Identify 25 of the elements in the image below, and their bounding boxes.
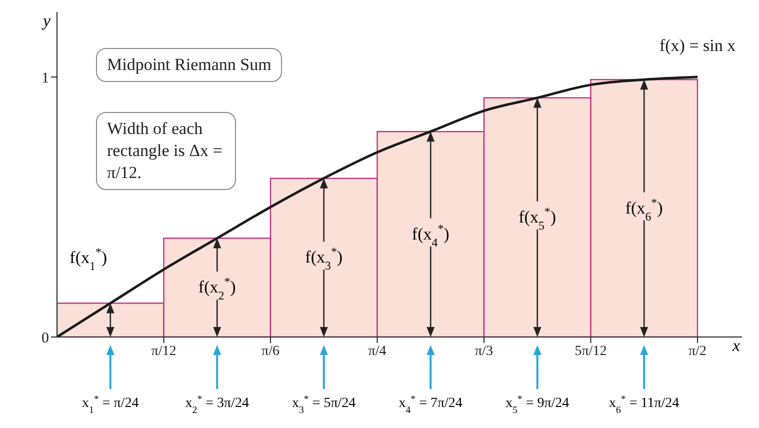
text: x$_{1}$$^{*}$ = π/24: [82, 394, 139, 416]
annotation: f(x$_{1}$$^{*}$): [70, 245, 108, 274]
x-tick-label: π/6: [262, 344, 280, 359]
text: x$_{4}$$^{*}$ = 7π/24: [398, 394, 462, 416]
series-label: f(x) = sin x: [659, 36, 736, 55]
x-axis-title: x: [731, 336, 740, 355]
text: x$_{2}$$^{*}$ = 3π/24: [185, 394, 249, 416]
annotation: Width of each rectangle is Δx = π/12.: [96, 112, 236, 190]
text: x$_{5}$$^{*}$ = 9π/24: [506, 394, 570, 416]
annotation: f(x$_{5}$$^{*}$): [518, 204, 556, 232]
y-axis-title: y: [41, 11, 51, 30]
annotation: f(x$_{4}$$^{*}$): [412, 221, 450, 250]
x-tick-label: π/4: [368, 344, 386, 359]
x-tick-label: π/2: [688, 344, 706, 359]
text: x$_{6}$$^{*}$ = 11π/24: [609, 394, 680, 416]
annotation: f(x$_{3}$$^{*}$): [305, 244, 343, 273]
x-tick-label: π/12: [151, 344, 176, 359]
y-tick-label: 0: [42, 330, 49, 346]
annotation: Midpoint Riemann Sum: [96, 48, 282, 82]
annotation: f(x$_{6}$$^{*}$): [625, 195, 663, 224]
y-tick-label: 1: [42, 70, 49, 86]
x-tick-label: π/3: [475, 344, 493, 359]
x-tick-label: 5π/12: [574, 344, 607, 359]
annotation: f(x$_{2}$$^{*}$): [198, 274, 236, 303]
text: x$_{3}$$^{*}$ = 5π/24: [292, 394, 356, 416]
